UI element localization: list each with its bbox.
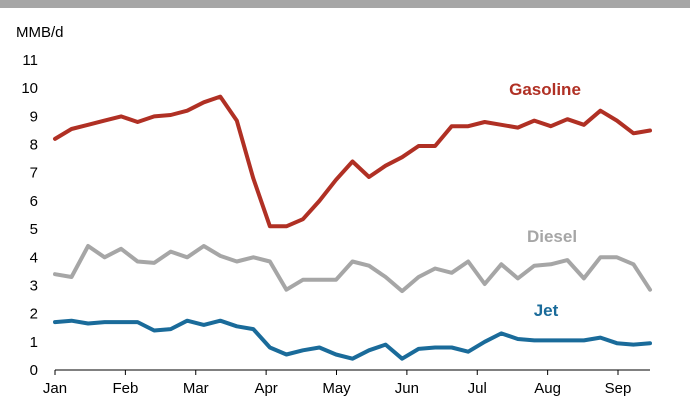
y-axis-ticks: 0 1 2 3 4 5 6 7 8 9 10 11 <box>21 52 38 379</box>
y-tick-label: 7 <box>30 165 38 182</box>
y-tick-label: 8 <box>30 137 38 154</box>
y-tick-label: 4 <box>30 249 38 266</box>
y-tick-label: 6 <box>30 193 38 210</box>
y-tick-label: 10 <box>21 80 38 97</box>
series-line-jet <box>53 318 652 361</box>
series-label-gasoline: Gasoline <box>509 80 581 99</box>
series-labels: Gasoline Diesel Jet <box>509 80 581 320</box>
x-tick-label: Sep <box>605 380 632 397</box>
series-label-diesel: Diesel <box>527 227 577 246</box>
series-line-diesel <box>53 244 652 294</box>
x-tick-label: Aug <box>534 380 561 397</box>
y-axis-unit-label: MMB/d <box>16 24 64 41</box>
y-tick-label: 3 <box>30 277 38 294</box>
top-title-band <box>0 0 690 8</box>
y-tick-label: 9 <box>30 108 38 125</box>
y-tick-label: 1 <box>30 334 38 351</box>
x-tick-label: May <box>322 380 351 397</box>
x-tick-label: Jul <box>468 380 487 397</box>
y-tick-label: 0 <box>30 362 38 379</box>
x-tick-label: Feb <box>112 380 138 397</box>
series-lines <box>53 94 652 361</box>
y-tick-label: 2 <box>30 306 38 323</box>
series-line-gasoline <box>53 94 652 229</box>
x-axis: Jan Feb Mar Apr May Jun Jul Aug Sep <box>43 369 650 397</box>
y-tick-label: 11 <box>22 52 38 69</box>
x-tick-label: Mar <box>183 380 209 397</box>
series-label-jet: Jet <box>534 301 559 320</box>
x-tick-label: Jun <box>395 380 419 397</box>
x-tick-label: Jan <box>43 380 67 397</box>
x-tick-label: Apr <box>254 380 277 397</box>
y-tick-label: 5 <box>30 221 38 238</box>
